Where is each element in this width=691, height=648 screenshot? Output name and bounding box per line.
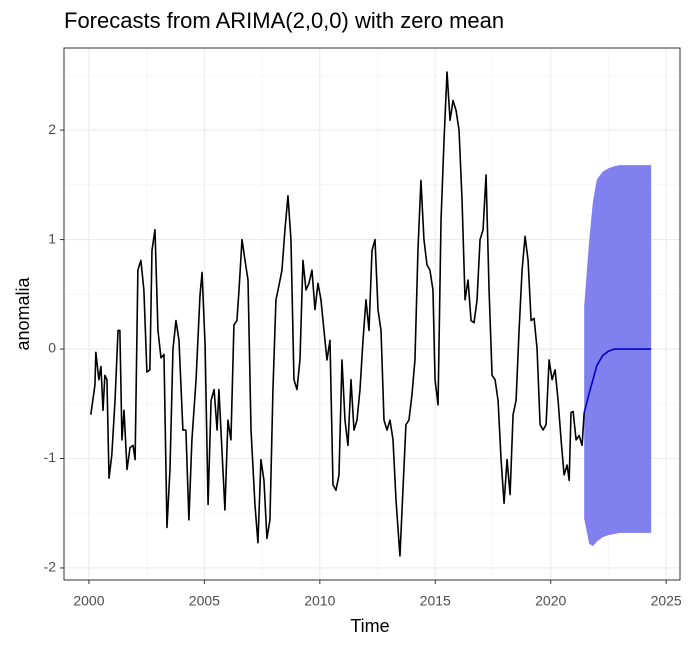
prediction-interval [584, 165, 652, 547]
chart-title: Forecasts from ARIMA(2,0,0) with zero me… [64, 8, 504, 33]
observed-line [89, 71, 585, 557]
x-tick-label: 2010 [304, 593, 335, 609]
y-tick-label: -2 [44, 559, 57, 575]
x-tick-label: 2020 [535, 593, 566, 609]
x-tick-label: 2005 [189, 593, 220, 609]
x-tick-label: 2015 [420, 593, 451, 609]
forecast-line [583, 348, 652, 413]
y-tick-label: -1 [44, 449, 57, 465]
panel-border [63, 47, 681, 581]
y-axis-label: anomalia [13, 276, 33, 350]
x-axis-label: Time [350, 616, 389, 636]
x-tick-label: 2025 [651, 593, 682, 609]
y-tick-label: 1 [48, 230, 56, 246]
y-tick-label: 2 [48, 121, 56, 137]
x-tick-label: 2000 [73, 593, 104, 609]
y-tick-label: 0 [48, 340, 56, 356]
